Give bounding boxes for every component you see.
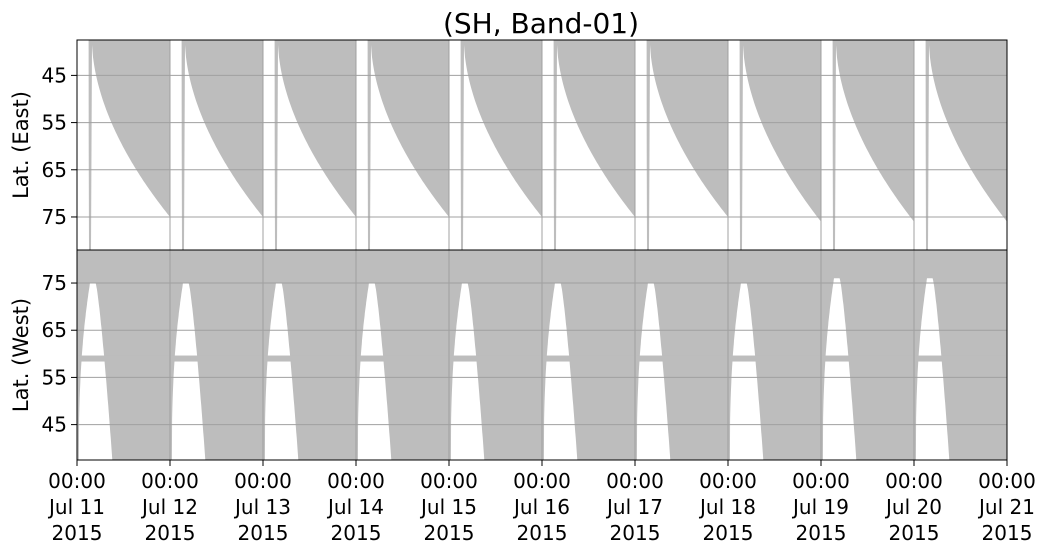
west-panel: 45 55 65 75 Lat. (West) xyxy=(9,249,1008,461)
xtick-label: 2015 xyxy=(145,521,196,545)
east-ylabel: Lat. (East) xyxy=(9,91,33,199)
xtick-label: Jul 12 xyxy=(140,495,198,519)
west-gap-area xyxy=(729,283,764,460)
xtick-label: Jul 14 xyxy=(326,495,384,519)
chart-title: (SH, Band-01) xyxy=(443,7,639,40)
west-ytick-label: 55 xyxy=(42,365,67,389)
east-ytick-label: 65 xyxy=(42,158,67,182)
xtick-label: 2015 xyxy=(982,521,1033,545)
xtick-label: 00:00 xyxy=(513,469,571,493)
west-ytick-label: 75 xyxy=(42,271,67,295)
xtick-label: Jul 21 xyxy=(977,495,1035,519)
west-ytick-label: 45 xyxy=(42,413,67,437)
west-gap-area xyxy=(822,278,857,460)
xtick-label: Jul 18 xyxy=(698,495,756,519)
xtick-label: 00:00 xyxy=(234,469,292,493)
west-gap-area xyxy=(264,283,299,460)
xtick-label: 2015 xyxy=(331,521,382,545)
xtick-label: 2015 xyxy=(517,521,568,545)
xtick-label: 00:00 xyxy=(885,469,943,493)
east-ytick-label: 75 xyxy=(42,205,67,229)
xtick-label: 00:00 xyxy=(606,469,664,493)
xtick-label: 00:00 xyxy=(48,469,106,493)
xtick-label: Jul 19 xyxy=(791,495,849,519)
xtick-label: 2015 xyxy=(610,521,661,545)
west-gap-area xyxy=(915,278,950,460)
east-ytick-label: 45 xyxy=(42,63,67,87)
east-panel: 45 55 65 75 Lat. (East) xyxy=(9,39,1008,251)
west-gap-area xyxy=(78,283,113,460)
xtick-label: Jul 11 xyxy=(47,495,105,519)
west-gap-area xyxy=(171,283,206,460)
xtick-label: 00:00 xyxy=(420,469,478,493)
west-gap-area xyxy=(450,283,485,460)
west-gap-area xyxy=(357,283,392,460)
xtick-label: 2015 xyxy=(424,521,475,545)
west-gap-area xyxy=(543,283,578,460)
xtick-label: 00:00 xyxy=(699,469,757,493)
xtick-label: 00:00 xyxy=(327,469,385,493)
east-ytick-label: 55 xyxy=(42,111,67,135)
xtick-label: Jul 16 xyxy=(512,495,570,519)
west-ylabel: Lat. (West) xyxy=(9,298,33,412)
xtick-label: 2015 xyxy=(889,521,940,545)
xtick-label: Jul 15 xyxy=(419,495,477,519)
xtick-label: Jul 17 xyxy=(605,495,663,519)
xtick-label: 2015 xyxy=(238,521,289,545)
xtick-label: Jul 20 xyxy=(884,495,942,519)
xtick-label: Jul 13 xyxy=(233,495,291,519)
xtick-label: 00:00 xyxy=(792,469,850,493)
xtick-label: 00:00 xyxy=(978,469,1036,493)
west-ytick-label: 65 xyxy=(42,318,67,342)
west-gap-area xyxy=(636,283,671,460)
xtick-label: 2015 xyxy=(703,521,754,545)
xtick-label: 2015 xyxy=(52,521,103,545)
xtick-label: 2015 xyxy=(796,521,847,545)
xtick-label: 00:00 xyxy=(141,469,199,493)
